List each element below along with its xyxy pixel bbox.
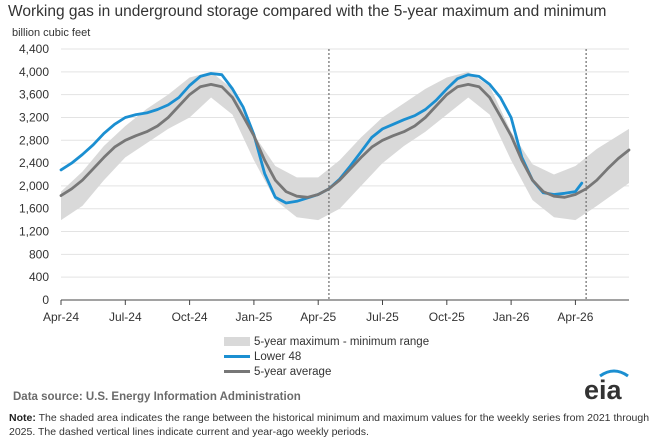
x-tick-label: Apr-25 xyxy=(300,310,336,324)
y-tick-label: 2,800 xyxy=(19,133,49,147)
range-band xyxy=(61,71,629,221)
legend-item-range: 5-year maximum - minimum range xyxy=(224,334,429,349)
y-tick-label: 1,600 xyxy=(19,202,49,216)
footnote-label: Note: xyxy=(9,412,36,424)
y-tick-label: 1,200 xyxy=(19,225,49,239)
legend-label-lower48: Lower 48 xyxy=(254,350,302,363)
y-tick-label: 4,000 xyxy=(19,65,49,79)
x-tick-label: Jul-24 xyxy=(109,310,142,324)
y-tick-label: 2,000 xyxy=(19,179,49,193)
legend-swatch-range xyxy=(224,337,250,346)
legend-item-lower48: Lower 48 xyxy=(224,349,429,364)
legend-swatch-lower48 xyxy=(224,355,250,358)
x-tick-label: Oct-24 xyxy=(172,310,208,324)
storage-chart: 0 400 800 1,200 1,600 2,000 2,400 2,800 3,200 3,6… xyxy=(19,42,631,324)
y-tick-label: 0 xyxy=(42,293,49,307)
y-tick-label: 400 xyxy=(29,270,49,284)
x-tick-label: Jul-25 xyxy=(366,310,399,324)
legend-item-average: 5-year average xyxy=(224,364,429,379)
footnote-text: The shaded area indicates the range betw… xyxy=(9,412,650,438)
legend-swatch-average xyxy=(224,370,250,373)
y-tick-label: 800 xyxy=(29,247,49,261)
x-tick-label: Jan-26 xyxy=(493,310,530,324)
y-tick-label: 3,200 xyxy=(19,110,49,124)
series-average-line xyxy=(59,83,631,199)
chart-title: Working gas in underground storage compa… xyxy=(8,3,607,20)
y-tick-label: 2,400 xyxy=(19,156,49,170)
x-tick-label: Oct-25 xyxy=(429,310,465,324)
x-tick-label: Apr-24 xyxy=(43,310,79,324)
legend-label-range: 5-year maximum - minimum range xyxy=(254,335,430,348)
legend-label-average: 5-year average xyxy=(254,365,332,378)
data-source: Data source: U.S. Energy Information Adm… xyxy=(13,391,301,403)
x-tick-label: Jan-25 xyxy=(236,310,273,324)
eia-logo-icon[interactable]: eia xyxy=(578,368,634,404)
svg-text:eia: eia xyxy=(584,375,623,404)
x-tick-label: Apr-26 xyxy=(557,310,593,324)
eia-logo-arc xyxy=(599,369,629,378)
legend: 5-year maximum - minimum range Lower 48 … xyxy=(224,334,429,379)
y-axis-unit-label: billion cubic feet xyxy=(12,27,91,39)
y-tick-label: 4,400 xyxy=(19,42,49,56)
y-tick-label: 3,600 xyxy=(19,88,49,102)
footnote: Note: The shaded area indicates the rang… xyxy=(9,411,654,439)
